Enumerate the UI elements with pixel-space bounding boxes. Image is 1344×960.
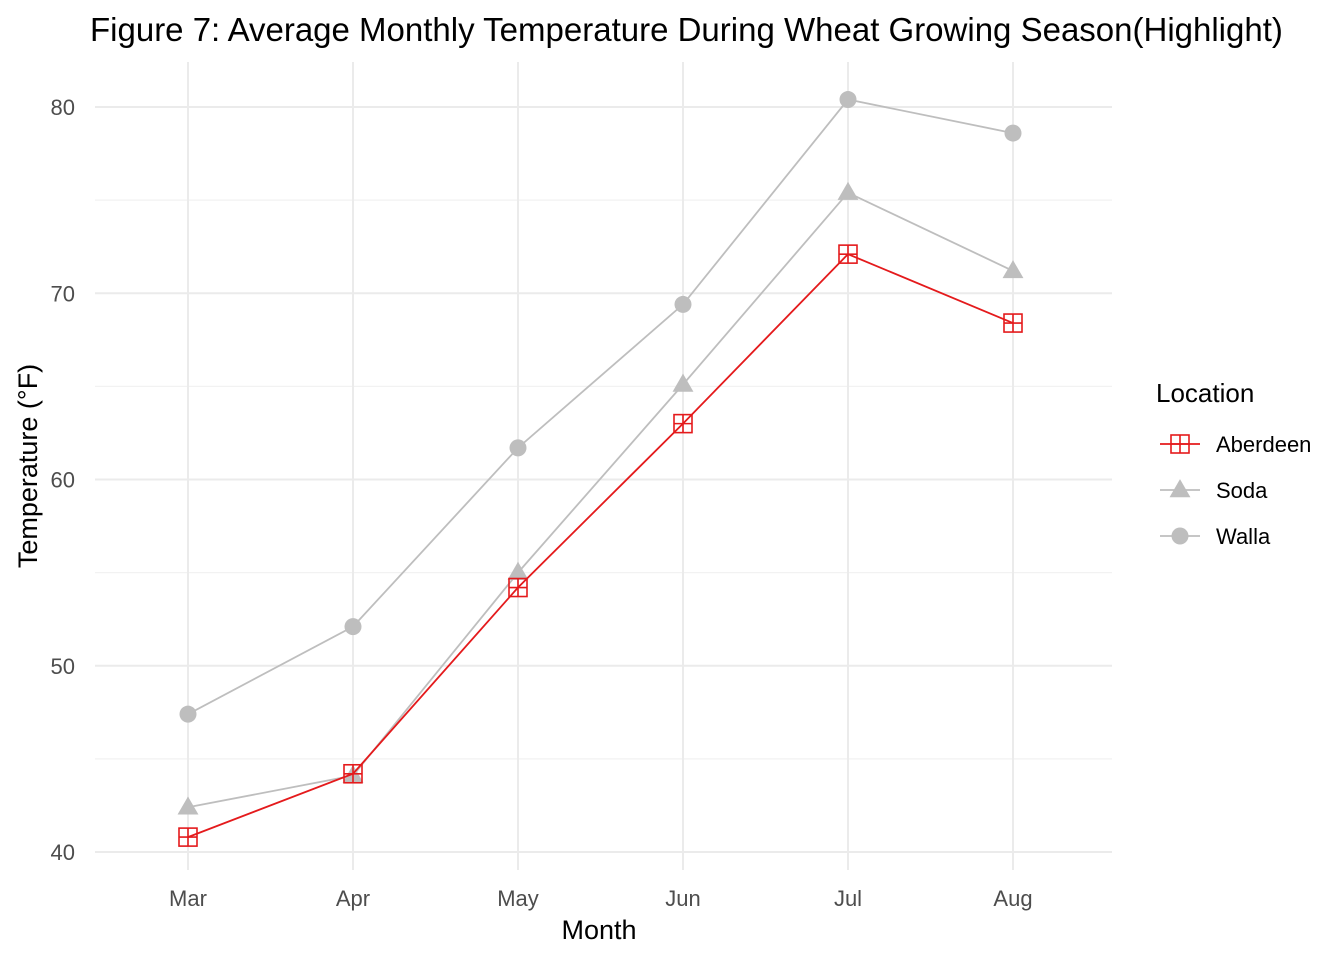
data-point-walla — [674, 295, 692, 313]
legend-key-marker — [1170, 434, 1190, 454]
series-soda — [177, 181, 1024, 815]
legend-title: Location — [1156, 378, 1254, 408]
legend: Location Aberdeen Soda Walla — [1156, 378, 1311, 549]
x-tick-label: Mar — [169, 886, 207, 911]
legend-item-aberdeen: Aberdeen — [1160, 432, 1311, 457]
data-point-walla — [509, 439, 527, 457]
legend-label: Walla — [1216, 524, 1271, 549]
x-tick-label: May — [497, 886, 539, 911]
series-line-soda — [187, 191, 1014, 809]
legend-key-marker — [1171, 527, 1189, 545]
y-tick-label: 80 — [51, 95, 75, 120]
x-tick-label: Aug — [993, 886, 1032, 911]
axis-ticks: 40 50 60 70 80 Mar Apr May Jun Jul Aug — [51, 95, 1033, 911]
grid — [95, 62, 1112, 870]
data-point-soda — [837, 181, 859, 200]
legend-label: Aberdeen — [1216, 432, 1311, 457]
legend-label: Soda — [1216, 478, 1268, 503]
x-tick-label: Jul — [834, 886, 862, 911]
series-aberdeen — [178, 244, 1023, 847]
series-walla — [179, 91, 1022, 723]
x-tick-label: Apr — [336, 886, 370, 911]
data-point-walla — [344, 618, 362, 636]
data-point-aberdeen — [178, 827, 198, 847]
legend-item-walla: Walla — [1160, 524, 1271, 549]
y-tick-label: 50 — [51, 654, 75, 679]
data-point-soda — [507, 561, 529, 580]
data-point-soda — [1002, 260, 1024, 279]
data-point-walla — [179, 705, 197, 723]
data-point-aberdeen — [838, 244, 858, 264]
x-axis-title: Month — [561, 915, 636, 945]
y-tick-label: 60 — [51, 468, 75, 493]
series-layer — [177, 91, 1024, 847]
legend-item-soda: Soda — [1160, 478, 1268, 503]
data-point-aberdeen — [343, 763, 363, 784]
legend-key-marker — [1169, 479, 1191, 498]
x-tick-label: Jun — [665, 886, 700, 911]
data-point-aberdeen — [508, 577, 528, 598]
series-line-walla — [187, 98, 1014, 715]
y-axis-title: Temperature (°F) — [13, 364, 43, 568]
y-tick-label: 70 — [51, 281, 75, 306]
data-point-aberdeen — [673, 413, 693, 434]
data-point-soda — [177, 796, 199, 815]
data-point-walla — [1004, 124, 1022, 142]
data-point-soda — [672, 373, 694, 392]
data-point-walla — [839, 91, 857, 109]
series-line-aberdeen — [187, 253, 1014, 838]
y-tick-label: 40 — [51, 840, 75, 865]
chart-title: Figure 7: Average Monthly Temperature Du… — [90, 11, 1283, 48]
data-point-aberdeen — [1003, 313, 1023, 333]
